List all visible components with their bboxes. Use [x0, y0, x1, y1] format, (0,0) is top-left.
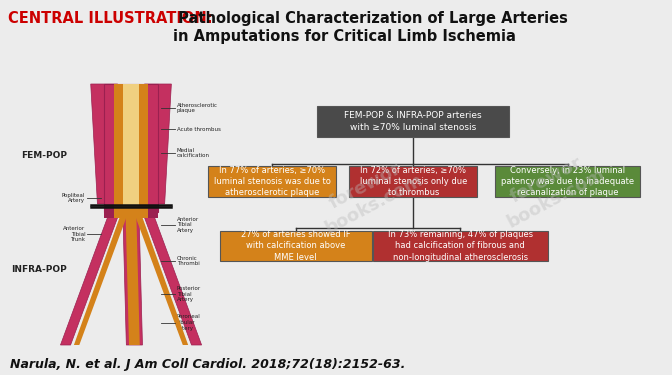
Text: Medial
calcification: Medial calcification: [177, 148, 210, 158]
Text: forewor
books.com: forewor books.com: [494, 146, 608, 232]
Text: In 73% remaining, 47% of plaques
had calcification of fibrous and
non-longitudin: In 73% remaining, 47% of plaques had cal…: [388, 230, 533, 262]
Polygon shape: [136, 217, 188, 345]
Text: FEM-POP: FEM-POP: [22, 152, 67, 160]
Text: Narula, N. et al. J Am Coll Cardiol. 2018;72(18):2152-63.: Narula, N. et al. J Am Coll Cardiol. 201…: [10, 358, 405, 371]
Text: In 72% of arteries, ≥70%
luminal stenosis only due
to thrombus: In 72% of arteries, ≥70% luminal stenosi…: [360, 166, 467, 197]
Text: Atherosclerotic
plaque: Atherosclerotic plaque: [177, 103, 218, 113]
Polygon shape: [123, 217, 142, 345]
Polygon shape: [91, 84, 118, 204]
FancyBboxPatch shape: [495, 166, 640, 197]
Polygon shape: [144, 217, 202, 345]
Polygon shape: [74, 217, 126, 345]
Polygon shape: [126, 217, 140, 345]
Polygon shape: [114, 84, 148, 212]
Polygon shape: [123, 84, 139, 212]
Polygon shape: [104, 84, 158, 212]
Text: Anterior
Tibial
Artery: Anterior Tibial Artery: [177, 217, 199, 233]
Text: forewor
books.com: forewor books.com: [312, 152, 427, 238]
Polygon shape: [60, 217, 118, 345]
FancyBboxPatch shape: [317, 106, 509, 136]
FancyBboxPatch shape: [208, 166, 336, 197]
Text: Anterior
Tibial
Trunk: Anterior Tibial Trunk: [63, 226, 85, 242]
Text: 27% of arteries showed IF
with calcification above
MME level: 27% of arteries showed IF with calcifica…: [241, 230, 351, 262]
Text: FEM-POP & INFRA-POP arteries
with ≥70% luminal stenosis: FEM-POP & INFRA-POP arteries with ≥70% l…: [345, 111, 482, 132]
FancyBboxPatch shape: [220, 231, 372, 261]
Text: INFRA-POP: INFRA-POP: [11, 266, 67, 274]
Polygon shape: [144, 84, 171, 204]
Text: Acute thrombus: Acute thrombus: [177, 126, 220, 132]
Polygon shape: [104, 206, 158, 218]
Text: Pathological Characterization of Large Arteries
in Amputations for Critical Limb: Pathological Characterization of Large A…: [173, 11, 568, 44]
Text: Peroneal
Fibular
Artery: Peroneal Fibular Artery: [177, 314, 200, 331]
Text: CENTRAL ILLUSTRATION:: CENTRAL ILLUSTRATION:: [8, 11, 213, 26]
Text: Posterior
Tibial
Artery: Posterior Tibial Artery: [177, 286, 201, 302]
Text: Popliteal
Artery: Popliteal Artery: [62, 193, 85, 203]
Text: Chronic
Thrombi: Chronic Thrombi: [177, 256, 200, 266]
Polygon shape: [114, 206, 148, 218]
FancyBboxPatch shape: [349, 166, 477, 197]
Text: In 77% of arteries, ≥70%
luminal stenosis was due to
atherosclerotic plaque: In 77% of arteries, ≥70% luminal stenosi…: [214, 166, 331, 197]
FancyBboxPatch shape: [373, 231, 548, 261]
Text: Conversely, in 23% luminal
patency was due to inadequate
recanalization of plaqu: Conversely, in 23% luminal patency was d…: [501, 166, 634, 197]
